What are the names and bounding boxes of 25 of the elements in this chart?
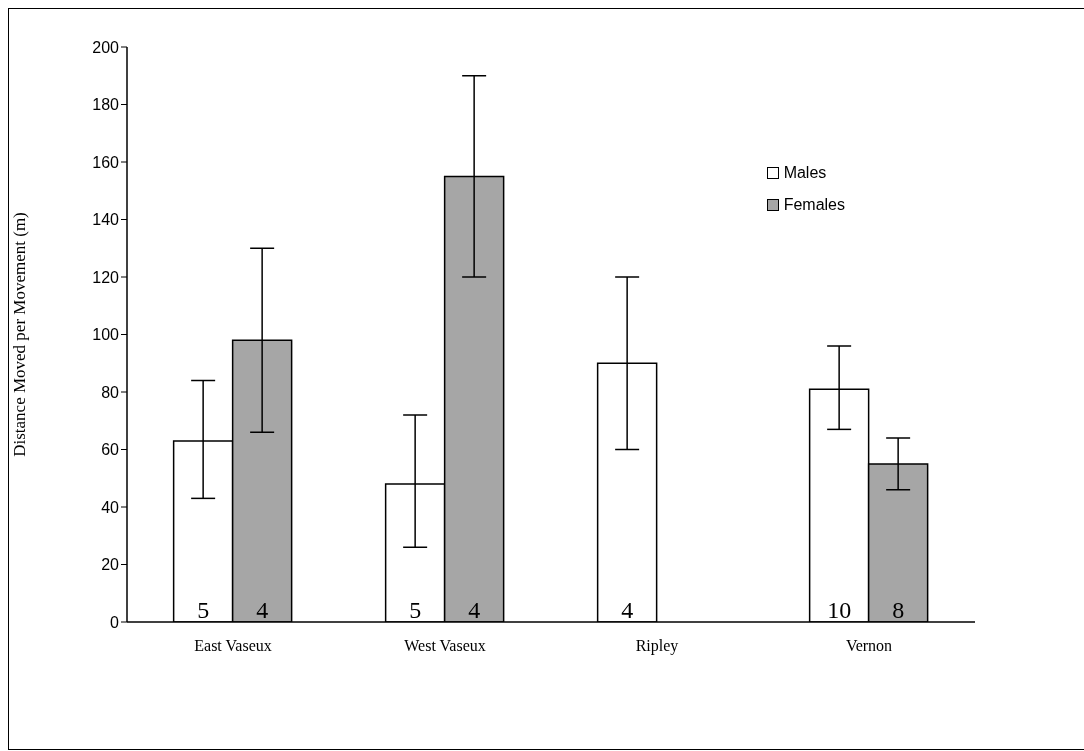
y-tick-label: 140: [92, 211, 120, 229]
annotation: 10: [827, 597, 852, 623]
annotation: 4: [468, 597, 481, 623]
y-tick-label: 60: [101, 441, 120, 459]
annotation: 5: [197, 597, 210, 623]
legend-label: Females: [783, 195, 845, 215]
annotation: 5: [409, 597, 422, 623]
y-tick-label: 0: [110, 613, 120, 631]
annotation: 4: [621, 597, 634, 623]
y-tick-label: 160: [92, 153, 120, 171]
annotation: 8: [892, 597, 905, 623]
y-axis-title: Distance Moved per Movement (m): [10, 212, 30, 457]
x-tick-label: Vernon: [845, 637, 893, 655]
y-tick-label: 180: [92, 96, 120, 114]
y-tick-label: 20: [101, 556, 120, 574]
y-tick-label: 40: [101, 498, 120, 516]
y-tick-label: 120: [92, 268, 120, 286]
x-tick-label: East Vaseux: [194, 637, 272, 655]
x-tick-label: West Vaseux: [404, 637, 486, 655]
x-tick-label: Ripley: [635, 637, 679, 656]
legend-label: Males: [783, 163, 827, 183]
y-tick-label: 200: [92, 38, 120, 56]
y-tick-label: 100: [92, 326, 120, 344]
annotation: 4: [256, 597, 269, 623]
y-tick-label: 80: [101, 383, 120, 401]
